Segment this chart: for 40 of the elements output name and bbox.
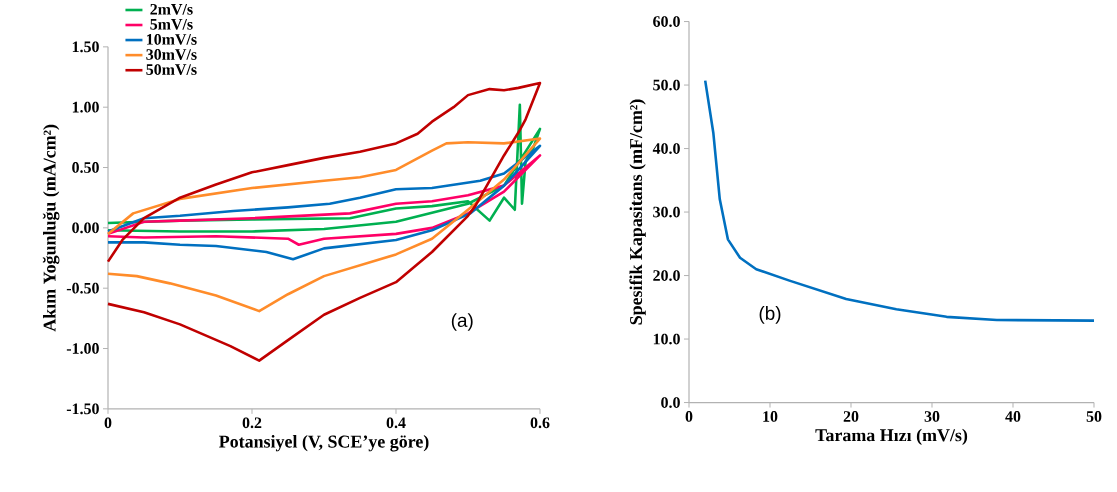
x-tick-label: 0.6	[530, 417, 550, 429]
line-series	[106, 81, 542, 362]
annotation: (b)	[759, 306, 781, 324]
x-tick-label: 10	[763, 411, 778, 422]
line-series	[703, 79, 1096, 323]
legend-label: 50mV/s	[146, 64, 197, 76]
annotation: (a)	[451, 313, 473, 331]
y-tick-label: -0.50	[66, 282, 99, 294]
y-tick-label: 30.0	[653, 206, 680, 218]
legend-label: 2mV/s	[150, 4, 193, 15]
y-tick-label: 0.50	[72, 162, 99, 173]
legend-label: 5mV/s	[150, 19, 193, 30]
x-tick-label: 30	[924, 411, 940, 422]
y-axis-title: Spesifik Kapasitans (mF/cm²)	[629, 99, 646, 325]
y-tick-label: -1.00	[66, 343, 99, 354]
y-axis-title: Akım Yoğunluğu (mA/cm²)	[42, 124, 60, 332]
line-series	[106, 137, 542, 313]
legend-label: 30mV/s	[146, 49, 197, 60]
y-tick-label: 40.0	[652, 143, 680, 155]
line-series	[106, 144, 542, 261]
y-tick-label: 20.0	[653, 270, 680, 282]
x-tick-label: 20	[843, 411, 859, 422]
y-tick-label: 0.00	[72, 222, 99, 234]
y-tick-label: 1.00	[72, 101, 99, 113]
legend-label: 10mV/s	[147, 34, 197, 45]
y-tick-label: 10.0	[653, 333, 680, 345]
x-tick-label: 40	[1005, 411, 1021, 422]
x-axis-title: Tarama Hızı (mV/s)	[815, 428, 968, 445]
x-tick-label: 0.2	[242, 417, 262, 429]
y-tick-label: -1.50	[66, 403, 99, 415]
y-tick-label: 1.50	[72, 41, 99, 53]
x-tick-label: 0.4	[386, 417, 406, 429]
x-tick-label: 50	[1086, 411, 1102, 422]
line-series	[106, 154, 542, 247]
x-tick-label: 0	[104, 417, 112, 429]
y-tick-label: 50.0	[653, 79, 680, 91]
y-tick-label: 0.0	[661, 397, 680, 409]
x-axis-title: Potansiyel (V, SCE’ye göre)	[219, 435, 429, 452]
y-tick-label: 60.0	[653, 16, 680, 28]
x-tick-label: 0	[685, 411, 693, 422]
